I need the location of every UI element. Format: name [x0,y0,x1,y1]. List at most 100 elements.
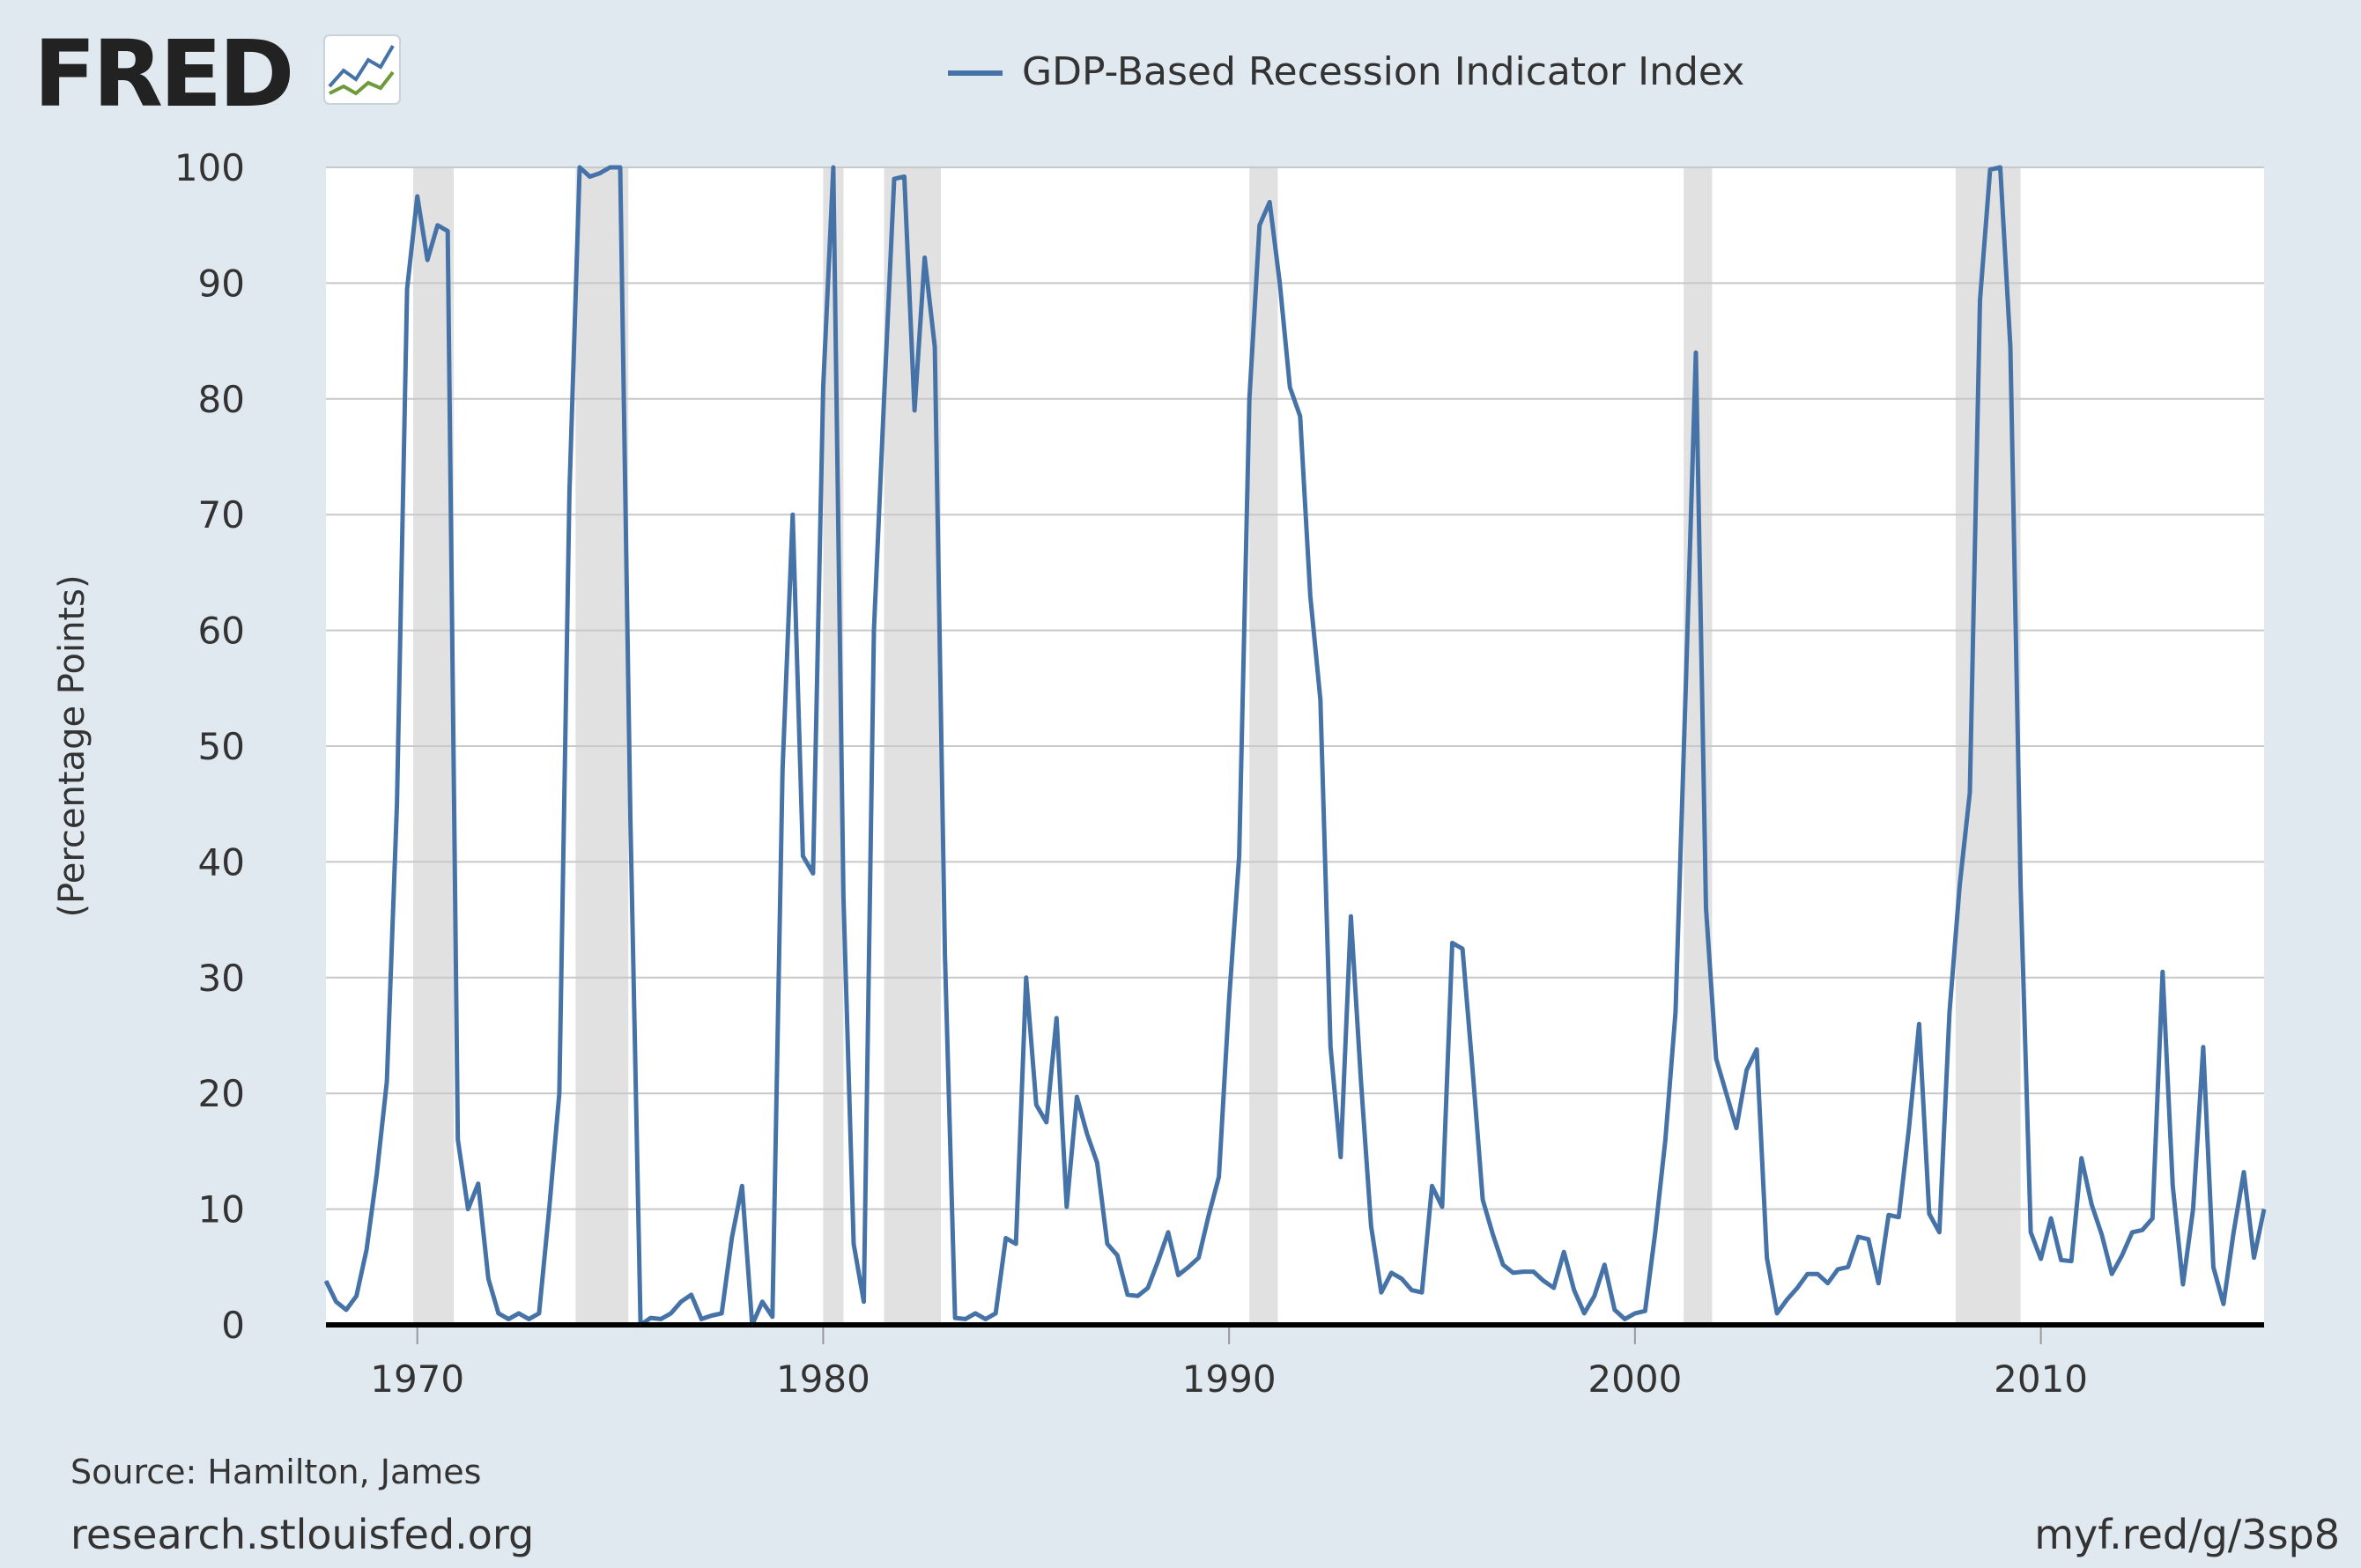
data-point [2172,1185,2173,1187]
data-point [1553,1287,1555,1289]
data-point [2020,884,2022,886]
data-point [711,1314,713,1316]
data-point [1127,1294,1129,1296]
data-point [1492,1234,1494,1236]
data-point [1370,1225,1372,1227]
data-point [1441,1206,1443,1208]
data-point [1675,1011,1676,1013]
data-point [1208,1214,1210,1216]
data-point [1218,1176,1220,1178]
data-point [568,491,570,492]
data-point [761,1301,763,1303]
data-point [2050,1217,2052,1219]
data-point [2223,1303,2224,1305]
data-point [356,1295,358,1297]
data-point [1147,1287,1149,1289]
data-point [944,954,946,956]
x-tick-label: 1990 [1182,1357,1277,1401]
data-point [1086,1133,1088,1135]
data-point [1309,595,1311,596]
data-point [1360,1081,1362,1083]
data-point [1015,1243,1017,1245]
data-point [1695,351,1697,353]
x-tick-label: 1970 [370,1357,464,1401]
data-point [1116,1254,1118,1256]
data-point [1320,699,1321,700]
data-point [366,1249,367,1251]
data-point [406,288,408,290]
y-tick-label: 90 [198,262,245,305]
data-point [1766,1257,1768,1259]
y-tick-label: 30 [198,957,245,1000]
data-point [1299,416,1301,418]
data-point [640,1324,641,1326]
data-point [1817,1273,1818,1275]
data-point [507,1318,509,1320]
data-point [1248,398,1250,400]
data-point [579,166,581,168]
data-point [700,1318,702,1320]
data-point [741,1185,743,1187]
fred-logo: FRED [33,20,401,128]
data-point [2000,166,2002,168]
site-link[interactable]: research.stlouisfed.org [70,1511,534,1558]
data-point [345,1309,347,1311]
data-point [619,166,621,168]
x-axis-ticks: 1970 1980 1990 2000 2010 [370,1325,2088,1401]
data-point [924,256,926,258]
data-point [822,387,824,388]
data-point [1259,225,1261,226]
y-tick-label: 60 [198,610,245,653]
y-tick-label: 0 [221,1304,245,1347]
data-point [1888,1214,1890,1216]
series-line [323,165,2267,1328]
data-point [610,166,611,168]
data-point [1664,1139,1666,1141]
data-point [1066,1206,1068,1208]
data-point [1726,1092,1728,1094]
x-tick-label: 2000 [1588,1357,1682,1401]
data-point [2111,1273,2113,1275]
data-point [1340,1156,1342,1158]
data-point [985,1318,987,1320]
data-point [2142,1229,2143,1231]
data-point [325,1280,327,1282]
data-point [1857,1236,1859,1238]
data-point [1715,1058,1717,1060]
data-point [1603,1264,1605,1266]
data-point [965,1318,966,1320]
data-point [1938,1231,1940,1233]
data-point [2162,971,2164,973]
y-tick-label: 10 [198,1188,245,1231]
data-point [2232,1231,2234,1233]
y-tick-label: 40 [198,840,245,884]
y-tick-label: 20 [198,1072,245,1115]
data-point [680,1301,682,1303]
data-point [457,1139,459,1141]
data-point [1472,1069,1474,1071]
data-point [437,225,439,226]
data-point [2009,346,2011,348]
data-point [862,1301,864,1303]
data-point [1502,1264,1504,1266]
short-url-link[interactable]: myf.red/g/3sp8 [2034,1511,2340,1558]
fred-logo-text: FRED [33,20,292,128]
data-point [396,803,398,805]
data-point [1847,1266,1849,1268]
data-point [1969,792,1971,794]
data-point [2040,1258,2042,1260]
data-point [1269,201,1270,203]
data-point [386,1081,388,1083]
data-point [650,1317,652,1319]
data-point [1178,1274,1180,1276]
data-point [1746,1069,1748,1071]
data-point [934,346,936,348]
data-point [1563,1251,1565,1253]
data-point [1005,1237,1007,1239]
data-point [426,259,428,261]
data-point [1989,169,1991,171]
data-point [751,1324,753,1326]
data-point [1390,1272,1392,1274]
series-points [325,166,2265,1326]
